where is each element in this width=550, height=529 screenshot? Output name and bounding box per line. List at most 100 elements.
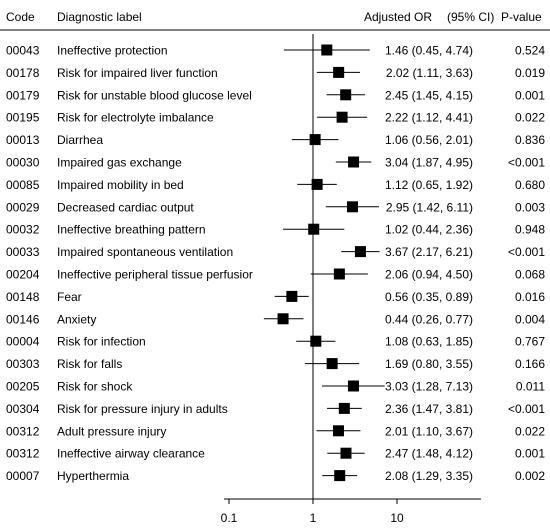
or-marker <box>334 470 346 482</box>
row-code: 00030 <box>6 156 40 170</box>
row-code: 00029 <box>6 200 40 214</box>
row-p-value: 0.002 <box>515 469 545 483</box>
row-code: 00007 <box>6 469 40 483</box>
row-label: Decreased cardiac output <box>57 200 194 214</box>
or-marker <box>347 380 359 392</box>
row-or-ci: 2.01 (1.10, 3.67) <box>385 424 473 438</box>
row-p-value: 0.836 <box>515 133 545 147</box>
row-p-value: 0.019 <box>515 66 545 80</box>
row-label: Impaired mobility in bed <box>57 178 184 192</box>
or-marker <box>346 201 358 213</box>
or-marker <box>321 44 333 56</box>
x-tick-label: 10 <box>390 511 404 525</box>
or-marker <box>277 313 289 325</box>
row-label: Hyperthermia <box>57 469 129 483</box>
row-p-value: 0.948 <box>515 223 545 237</box>
row-label: Adult pressure injury <box>57 424 166 438</box>
row-p-value: <0.001 <box>508 402 545 416</box>
header-label: Diagnostic label <box>57 10 142 24</box>
row-label: Anxiety <box>57 312 96 326</box>
table-row: 00204 Ineffective peripheral tissue perfu… <box>6 268 545 282</box>
row-code: 00304 <box>6 402 40 416</box>
or-marker <box>309 134 321 146</box>
row-p-value: <0.001 <box>508 245 545 259</box>
row-code: 00032 <box>6 223 40 237</box>
row-p-value: 0.004 <box>515 312 545 326</box>
row-code: 00013 <box>6 133 40 147</box>
table-row: 00043 Ineffective protection 1.46 (0.45, 4… <box>6 44 545 58</box>
table-row: 00179 Risk for unstable blood glucose lev… <box>6 88 545 102</box>
row-code: 00303 <box>6 357 40 371</box>
table-row: 00312 Adult pressure injury 2.01 (1.10, 3.… <box>6 424 545 438</box>
or-marker <box>332 425 344 437</box>
row-p-value: 0.680 <box>515 178 545 192</box>
table-row: 00007 Hyperthermia 2.08 (1.29, 3.35) 0.002 <box>6 469 545 483</box>
row-label: Fear <box>57 290 82 304</box>
or-marker <box>326 358 338 370</box>
row-code: 00312 <box>6 447 40 461</box>
row-or-ci: 0.44 (0.26, 0.77) <box>385 312 473 326</box>
row-or-ci: 1.46 (0.45, 4.74) <box>385 44 473 58</box>
row-or-ci: 3.67 (2.17, 6.21) <box>385 245 473 259</box>
row-label: Risk for pressure injury in adults <box>57 402 228 416</box>
table-row: 00029 Decreased cardiac output 2.95 (1.42,… <box>6 200 545 214</box>
or-marker <box>308 223 320 235</box>
row-or-ci: 2.08 (1.29, 3.35) <box>385 469 473 483</box>
row-or-ci: 1.02 (0.44, 2.36) <box>385 223 473 237</box>
table-row: 00032 Ineffective breathing pattern 1.02 (… <box>6 223 545 237</box>
row-label: Ineffective breathing pattern <box>57 223 206 237</box>
or-marker <box>286 290 298 302</box>
row-or-ci: 2.36 (1.47, 3.81) <box>385 402 473 416</box>
table-row: 00033 Impaired spontaneous ventilation 3.6… <box>6 245 545 259</box>
table-row: 00148 Fear 0.56 (0.35, 0.89) 0.016 <box>6 290 545 304</box>
row-code: 00033 <box>6 245 40 259</box>
or-marker <box>311 178 323 190</box>
row-code: 00004 <box>6 335 40 349</box>
or-marker <box>338 402 350 414</box>
table-row: 00304 Risk for pressure injury in adults 2… <box>6 402 545 416</box>
row-or-ci: 1.69 (0.80, 3.55) <box>385 357 473 371</box>
table-row: 00303 Risk for falls 1.69 (0.80, 3.55) 0.16… <box>6 357 545 371</box>
row-label: Risk for impaired liver function <box>57 66 218 80</box>
table-row: 00195 Risk for electrolyte imbalance 2.22 … <box>6 111 545 125</box>
row-or-ci: 2.02 (1.11, 3.63) <box>386 66 473 80</box>
row-code: 00085 <box>6 178 40 192</box>
or-marker <box>348 156 360 168</box>
x-tick-label: 0.1 <box>221 511 238 525</box>
table-row: 00030 Impaired gas exchange 3.04 (1.87, 4.… <box>6 156 545 170</box>
table-row: 00312 Ineffective airway clearance 2.47 (1… <box>6 447 545 461</box>
row-label: Impaired spontaneous ventilation <box>57 245 233 259</box>
row-or-ci: 1.06 (0.56, 2.01) <box>385 133 473 147</box>
or-marker <box>340 447 352 459</box>
row-p-value: 0.166 <box>515 357 545 371</box>
forest-rows: 00043 Ineffective protection 1.46 (0.45, 4… <box>6 44 545 484</box>
row-label: Risk for falls <box>57 357 122 371</box>
table-row: 00146 Anxiety 0.44 (0.26, 0.77) 0.004 <box>6 312 545 326</box>
row-code: 00204 <box>6 268 40 282</box>
row-p-value: 0.022 <box>515 111 545 125</box>
row-code: 00148 <box>6 290 40 304</box>
row-p-value: 0.524 <box>515 44 545 58</box>
header-code: Code <box>6 10 35 24</box>
header-or: Adjusted OR <box>364 10 432 24</box>
row-p-value: 0.022 <box>515 424 545 438</box>
row-label: Ineffective protection <box>57 44 168 58</box>
row-label: Diarrhea <box>57 133 103 147</box>
row-or-ci: 1.08 (0.63, 1.85) <box>385 335 473 349</box>
or-marker <box>340 89 352 101</box>
row-p-value: <0.001 <box>508 156 545 170</box>
row-p-value: 0.016 <box>515 290 545 304</box>
row-code: 00205 <box>6 380 40 394</box>
or-marker <box>333 268 345 280</box>
row-or-ci: 2.47 (1.48, 4.12) <box>385 447 473 461</box>
row-label: Risk for electrolyte imbalance <box>57 111 214 125</box>
row-label: Risk for infection <box>57 335 146 349</box>
table-row: 00205 Risk for shock 3.03 (1.28, 7.13) 0.01… <box>6 380 545 394</box>
table-row: 00178 Risk for impaired liver function 2.0… <box>6 66 545 80</box>
row-code: 00146 <box>6 312 40 326</box>
row-code: 00043 <box>6 44 40 58</box>
row-p-value: 0.001 <box>515 88 545 102</box>
row-code: 00178 <box>6 66 40 80</box>
row-p-value: 0.767 <box>515 335 545 349</box>
